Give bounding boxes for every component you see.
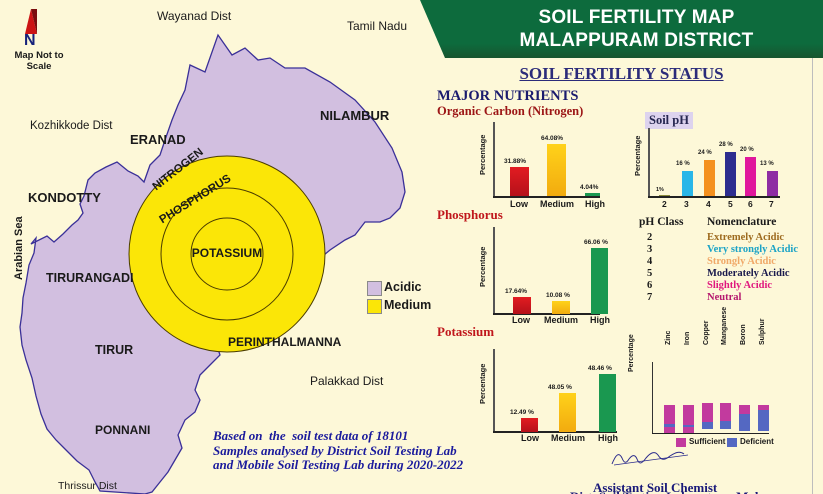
svg-text:POTASSIUM: POTASSIUM [192,246,262,260]
